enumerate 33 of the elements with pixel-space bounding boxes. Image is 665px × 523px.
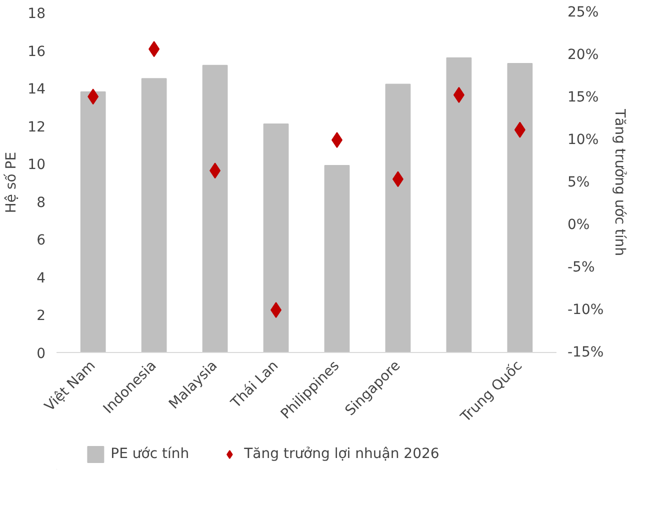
y2-axis-title: Tăng trưởng ước tính (612, 108, 628, 256)
y2-tick-label: 5% (568, 174, 590, 190)
y2-tick-label: -10% (568, 302, 604, 318)
y2-tick-label: 0% (568, 217, 590, 233)
y2-tick-label: 25% (568, 4, 599, 20)
y-tick-label: 16 (28, 44, 46, 60)
y-tick-label: 8 (36, 194, 46, 211)
bar (141, 78, 167, 352)
y-tick-label: 14 (28, 82, 46, 98)
bar (446, 57, 472, 352)
legend-label: Tăng trưởng lợi nhuận 2026 (244, 446, 440, 462)
y2-tick-label: -5% (568, 260, 595, 276)
y-axis-title: Hệ số PE (4, 152, 20, 214)
bar (80, 91, 106, 352)
y-tick-label: 18 (28, 6, 46, 22)
legend-label: PE ước tính (110, 446, 190, 462)
bar (385, 84, 411, 352)
y-tick-label: 6 (36, 232, 46, 249)
y2-tick-label: 15% (568, 90, 599, 106)
bar (202, 64, 228, 352)
y2-tick-label: 10% (568, 132, 599, 148)
y-tick-label: 2 (36, 308, 46, 324)
y2-tick-label: 20% (568, 47, 599, 63)
y2-tick-label: -15% (568, 344, 604, 360)
bar (507, 63, 533, 352)
bar (324, 165, 350, 352)
bar (263, 123, 289, 352)
point (270, 302, 282, 318)
point (331, 132, 342, 148)
y-tick-label: 12 (28, 119, 46, 136)
y-tick-label: 4 (36, 270, 46, 286)
y-tick-label: 10 (28, 157, 46, 174)
y-tick-label: 0 (36, 346, 46, 362)
